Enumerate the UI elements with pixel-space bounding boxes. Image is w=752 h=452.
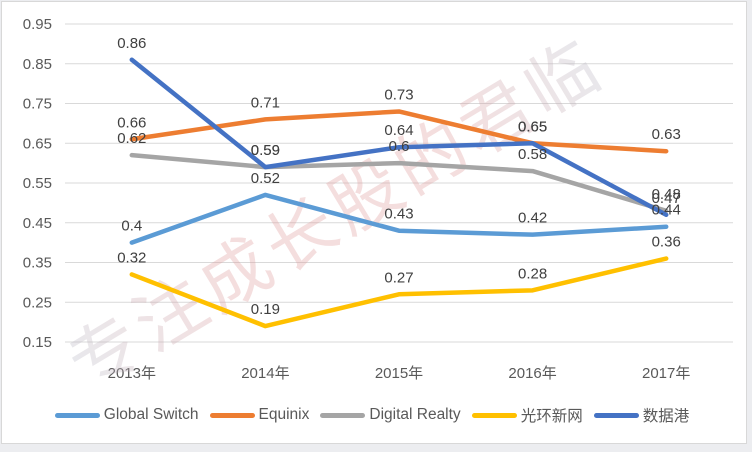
data-labels-layer: 0.4 0.52 0.43 0.42 0.44 0.66 0.71 0.73 0.65 0.63 0… [117,35,681,318]
x-axis-label: 2016年 [508,365,556,382]
legend: Global Switch Equinix Digital Realty 光环新… [0,404,744,426]
x-axis-label: 2014年 [241,365,289,382]
data-label: 0.48 [652,186,681,203]
y-tick-label: 0.75 [23,96,52,113]
legend-label: Equinix [258,406,310,423]
legend-label: 数据港 [642,408,690,425]
data-label: 0.28 [518,265,547,282]
y-tick-label: 0.15 [23,334,52,351]
y-tick-label: 0.55 [23,175,52,192]
legend-item-global-switch: Global Switch [54,406,199,424]
data-label: 0.44 [652,202,681,219]
series-line-global-switch [129,192,669,245]
x-axis-label: 2017年 [642,365,690,382]
legend-item-equinix: Equinix [209,406,310,424]
data-label: 0.63 [652,126,681,143]
legend-item-shujugang: 数据港 [593,404,690,426]
legend-swatch-digital-realty [320,412,366,418]
x-axis-label: 2013年 [108,365,156,382]
series-line-digital-realty [129,152,669,214]
data-label: 0.32 [117,249,146,266]
data-label: 0.59 [251,142,280,159]
series-line-数据港 [129,57,669,218]
series-lines-layer [129,57,669,329]
legend-label: Global Switch [103,406,199,423]
data-label: 0.64 [384,122,413,139]
y-tick-label: 0.85 [23,56,52,73]
x-axis-label: 2015年 [375,365,423,382]
y-tick-label: 0.45 [23,215,52,232]
data-label: 0.47 [652,190,681,207]
series-line-equinix [129,109,669,154]
data-label: 0.27 [384,269,413,286]
data-label: 0.52 [251,170,280,187]
data-label: 0.19 [251,301,280,318]
data-label: 0.6 [389,138,410,155]
data-label: 0.59 [251,142,280,159]
data-label: 0.4 [121,218,142,235]
y-tick-label: 0.25 [23,294,52,311]
legend-swatch-guanghuan-xinwang [471,412,517,418]
data-label: 0.58 [518,146,547,163]
legend-item-guanghuan-xinwang: 光环新网 [471,404,583,426]
data-label: 0.65 [518,118,547,135]
legend-swatch-global-switch [54,412,100,418]
y-tick-label: 0.95 [23,16,52,33]
data-label: 0.36 [652,234,681,251]
legend-swatch-equinix [209,412,255,418]
data-label: 0.62 [117,130,146,147]
data-label: 0.66 [117,114,146,131]
legend-label: Digital Realty [369,406,461,423]
axis-labels-layer: 0.95 0.85 0.75 0.65 0.55 0.45 0.35 0.25 0.15 2013… [23,16,691,382]
legend-swatch-shujugang [593,412,639,418]
legend-item-digital-realty: Digital Realty [320,406,461,424]
data-label: 0.65 [518,118,547,135]
data-label: 0.73 [384,86,413,103]
y-tick-label: 0.65 [23,135,52,152]
data-label: 0.71 [251,94,280,111]
y-tick-label: 0.35 [23,255,52,272]
legend-label: 光环新网 [520,408,583,425]
series-line-光环新网 [129,256,669,329]
data-label: 0.42 [518,210,547,227]
data-label: 0.43 [384,206,413,223]
data-label: 0.86 [117,35,146,52]
gridlines-layer [65,23,733,343]
